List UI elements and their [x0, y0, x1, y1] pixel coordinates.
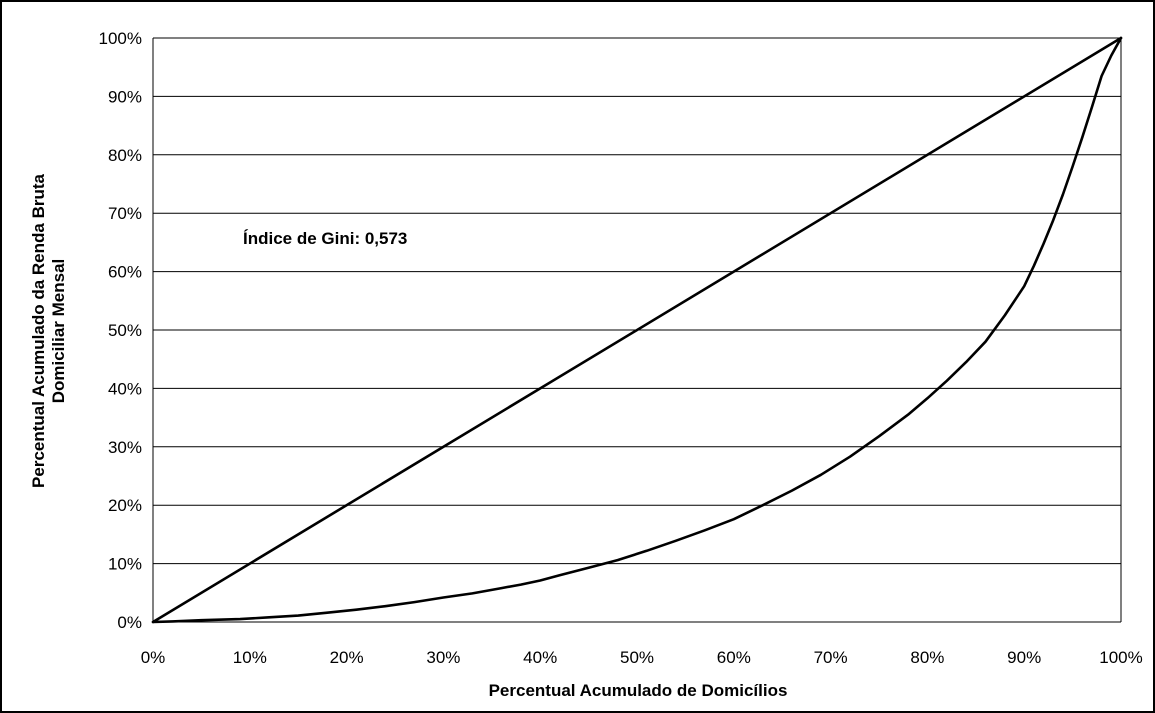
x-tick-label: 40% [523, 648, 557, 667]
x-tick-label: 50% [620, 648, 654, 667]
y-tick-label: 80% [108, 146, 142, 165]
equality-line [151, 36, 1123, 624]
x-tick-label: 80% [910, 648, 944, 667]
series-lines [151, 36, 1123, 624]
lorenz-curve [151, 36, 1123, 624]
gini-annotation: Índice de Gini: 0,573 [243, 229, 407, 248]
y-tick-label: 10% [108, 555, 142, 574]
y-axis-title-line-2: Domiciliar Mensal [49, 259, 68, 404]
y-tick-label: 100% [99, 29, 142, 48]
x-tick-label: 30% [426, 648, 460, 667]
y-tick-label: 30% [108, 438, 142, 457]
x-tick-label: 20% [330, 648, 364, 667]
y-tick-label: 20% [108, 496, 142, 515]
y-tick-label: 40% [108, 379, 142, 398]
y-tick-labels: 0% 10% 20% 30% 40% 50% 60% 70% 80% 90% 100% [99, 29, 142, 632]
y-axis-title: Percentual Acumulado da Renda Bruta Domi… [29, 173, 68, 487]
x-tick-labels: 0% 10% 20% 30% 40% 50% 60% 70% 80% 90% 100% [141, 648, 1143, 667]
x-tick-label: 60% [717, 648, 751, 667]
y-axis-title-line-1: Percentual Acumulado da Renda Bruta [29, 173, 48, 487]
y-tick-label: 0% [117, 613, 142, 632]
y-tick-label: 50% [108, 321, 142, 340]
x-tick-label: 90% [1007, 648, 1041, 667]
y-tick-label: 70% [108, 204, 142, 223]
y-tick-label: 60% [108, 263, 142, 282]
x-tick-label: 70% [814, 648, 848, 667]
x-tick-label: 0% [141, 648, 166, 667]
x-tick-label: 10% [233, 648, 267, 667]
y-tick-label: 90% [108, 87, 142, 106]
x-axis-title: Percentual Acumulado de Domicílios [489, 681, 788, 700]
gridlines [152, 37, 1122, 623]
x-tick-label: 100% [1099, 648, 1142, 667]
